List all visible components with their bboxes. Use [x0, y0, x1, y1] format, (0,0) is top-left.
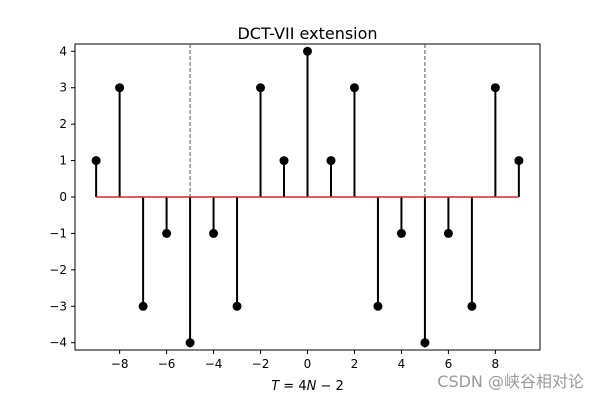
stem-marker: [396, 228, 406, 238]
y-tick-label: 2: [59, 117, 67, 131]
stem-marker: [232, 301, 242, 311]
chart-title: DCT-VII extension: [237, 24, 377, 43]
x-tick-label: 6: [445, 357, 453, 371]
stem-marker: [209, 228, 219, 238]
x-tick-label: 8: [492, 357, 500, 371]
y-tick-label: 4: [59, 44, 67, 58]
x-tick-label: 2: [351, 357, 359, 371]
stem-marker: [467, 301, 477, 311]
x-tick-label: −8: [111, 357, 129, 371]
stem-marker: [349, 83, 359, 93]
stem-marker: [162, 228, 172, 238]
x-axis-label: T = 4N − 2: [271, 379, 344, 394]
stem-marker: [373, 301, 383, 311]
plot-layer: [91, 44, 524, 350]
stem-marker: [490, 83, 500, 93]
y-tick-label: 3: [59, 81, 67, 95]
stem-marker: [91, 156, 101, 166]
x-tick-label: 0: [304, 357, 312, 371]
x-tick-label: −4: [205, 357, 223, 371]
x-tick-label: 4: [398, 357, 406, 371]
stem-marker: [185, 338, 195, 348]
stem-marker: [279, 156, 289, 166]
x-tick-label: −2: [252, 357, 270, 371]
tick-layer: −8 −6 −4 −2 0 2 4 6 8 −4 −3 −2 −1 0 1 2 3 4: [49, 44, 499, 371]
y-tick-label: −1: [49, 226, 67, 240]
stem-marker: [303, 46, 312, 56]
stem-marker: [138, 301, 148, 311]
watermark: CSDN @峡谷相对论: [437, 372, 584, 391]
stem-marker: [420, 338, 430, 348]
y-tick-label: −4: [49, 336, 67, 350]
y-tick-label: −3: [49, 299, 67, 313]
y-tick-label: 1: [59, 154, 67, 168]
x-tick-label: −6: [158, 357, 176, 371]
y-tick-label: 0: [59, 190, 67, 204]
stem-marker: [326, 156, 336, 166]
stem-marker: [514, 156, 524, 166]
stem-marker: [115, 83, 125, 93]
stem-marker: [443, 228, 453, 238]
stem-marker: [256, 83, 266, 93]
y-tick-label: −2: [49, 263, 67, 277]
